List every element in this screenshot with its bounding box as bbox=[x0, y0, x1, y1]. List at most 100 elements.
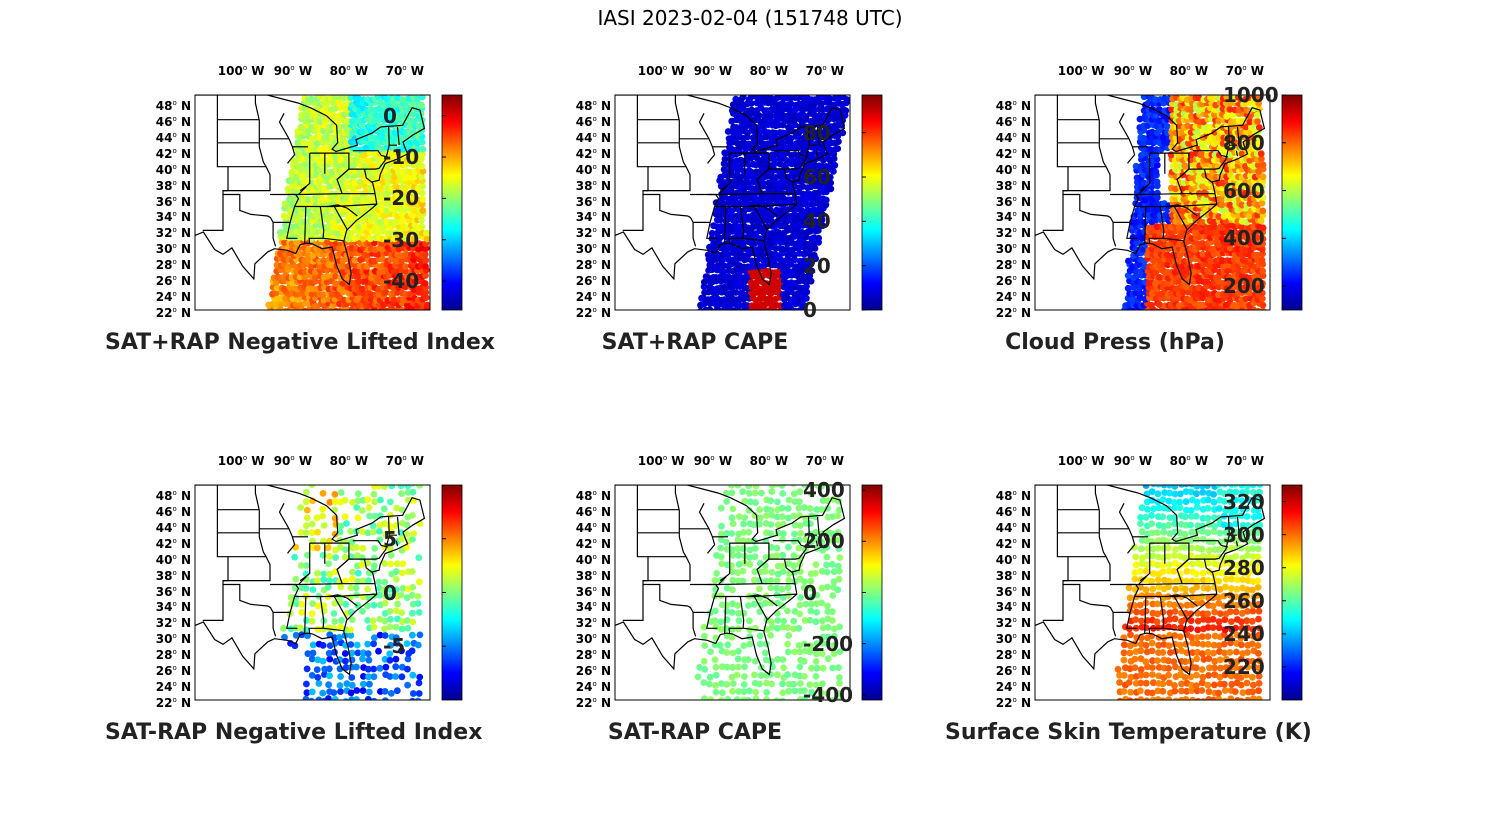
scatter-point bbox=[377, 496, 384, 504]
coastline bbox=[195, 485, 426, 676]
scatter-point bbox=[398, 257, 405, 265]
scatter-point bbox=[392, 623, 400, 631]
scatter-points bbox=[1114, 485, 1264, 700]
lon-tick-label: 90o W bbox=[273, 64, 313, 78]
scatter-point bbox=[728, 609, 736, 616]
scatter-point bbox=[378, 200, 386, 208]
state-boundary bbox=[756, 534, 817, 570]
scatter-point bbox=[353, 696, 360, 700]
scatter-point bbox=[700, 623, 708, 631]
scatter-point bbox=[768, 112, 775, 120]
scatter-point bbox=[1254, 118, 1261, 125]
scatter-point bbox=[371, 512, 379, 520]
state-boundary bbox=[223, 583, 277, 637]
scatter-point bbox=[302, 529, 310, 537]
scatter-point bbox=[296, 250, 304, 258]
scatter-point bbox=[824, 655, 832, 663]
state-boundary bbox=[1138, 186, 1147, 195]
scatter-point bbox=[369, 617, 377, 625]
map-frame bbox=[1034, 94, 1271, 311]
scatter-point bbox=[1148, 689, 1156, 697]
scatter-point bbox=[768, 569, 776, 576]
scatter-point bbox=[779, 680, 786, 688]
scatter-point bbox=[779, 656, 787, 663]
state-boundary bbox=[816, 516, 820, 536]
scatter-point bbox=[1195, 173, 1203, 181]
scatter-point bbox=[758, 489, 765, 497]
scatter-point bbox=[803, 283, 810, 290]
scatter-point bbox=[728, 184, 736, 191]
scatter-point bbox=[724, 641, 732, 649]
scatter-point bbox=[784, 624, 792, 631]
scatter-point bbox=[366, 680, 373, 688]
scatter-point bbox=[784, 584, 792, 592]
scatter-point bbox=[1250, 185, 1258, 193]
scatter-point bbox=[321, 671, 328, 678]
scatter-point bbox=[800, 584, 808, 592]
scatter-point bbox=[819, 617, 826, 625]
state-boundary bbox=[743, 627, 764, 632]
coastline bbox=[1035, 95, 1266, 286]
scatter-point bbox=[1242, 179, 1249, 186]
scatter-point bbox=[815, 234, 822, 242]
scatter-point bbox=[811, 245, 819, 252]
scatter-point bbox=[349, 568, 356, 576]
scatter-point bbox=[1242, 129, 1250, 137]
scatter-point bbox=[317, 118, 324, 125]
lat-tick-label: 34o N bbox=[575, 600, 611, 615]
scatter-point bbox=[1199, 250, 1207, 258]
scatter-point bbox=[836, 648, 844, 655]
scatter-point bbox=[1259, 173, 1267, 181]
panel-title: SAT-RAP Negative Lifted Index bbox=[105, 720, 483, 745]
scatter-point bbox=[390, 284, 398, 292]
scatter-point bbox=[1258, 155, 1265, 163]
state-boundary bbox=[299, 153, 311, 192]
scatter-point bbox=[390, 296, 398, 304]
scatter-point bbox=[414, 145, 421, 153]
scatter-point bbox=[735, 129, 743, 136]
scatter-point bbox=[790, 512, 798, 520]
colorbar-tick-label: -400 bbox=[803, 682, 854, 707]
scatter-point bbox=[342, 698, 349, 700]
lon-tick-label: 100o W bbox=[1057, 64, 1105, 78]
lat-tick-label: 42o N bbox=[575, 146, 611, 161]
scatter-point bbox=[331, 618, 339, 625]
scatter-point bbox=[1250, 695, 1257, 700]
scatter-point bbox=[785, 576, 793, 584]
state-boundary bbox=[336, 144, 397, 180]
scatter-point bbox=[418, 189, 426, 197]
scatter-point bbox=[712, 688, 720, 696]
state-boundary bbox=[333, 596, 348, 620]
scatter-point bbox=[386, 673, 394, 680]
state-boundary bbox=[259, 528, 296, 554]
lat-tick-label: 40o N bbox=[575, 162, 611, 177]
scatter-point bbox=[740, 520, 747, 528]
scatter-point bbox=[1254, 234, 1262, 242]
scatter-point bbox=[745, 528, 753, 536]
scatter-point bbox=[303, 514, 311, 522]
scatter-point bbox=[806, 505, 814, 512]
scatter-point bbox=[341, 554, 349, 561]
scatter-point bbox=[1259, 194, 1267, 201]
scatter-point bbox=[1176, 233, 1184, 240]
scatter-point bbox=[1143, 697, 1151, 700]
lat-tick-label: 48o N bbox=[575, 488, 611, 503]
scatter-point bbox=[767, 217, 775, 225]
colorbar-tick-label: 200 bbox=[1223, 274, 1265, 299]
scatter-point bbox=[701, 695, 708, 700]
scatter-point bbox=[739, 488, 746, 496]
scatter-point bbox=[729, 568, 736, 576]
scatter-point bbox=[298, 601, 306, 608]
scatter-point bbox=[694, 673, 702, 681]
scatter-point bbox=[355, 95, 362, 102]
scatter-point bbox=[779, 562, 787, 570]
coastline bbox=[195, 95, 426, 286]
colorbar-tick-label: -200 bbox=[803, 631, 854, 656]
scatter-point bbox=[410, 530, 418, 537]
scatter-point bbox=[732, 218, 739, 226]
scatter-point bbox=[806, 227, 814, 235]
scatter-point bbox=[421, 250, 429, 258]
scatter-point bbox=[746, 546, 754, 554]
scatter-point bbox=[767, 201, 775, 209]
state-boundary bbox=[323, 627, 344, 632]
